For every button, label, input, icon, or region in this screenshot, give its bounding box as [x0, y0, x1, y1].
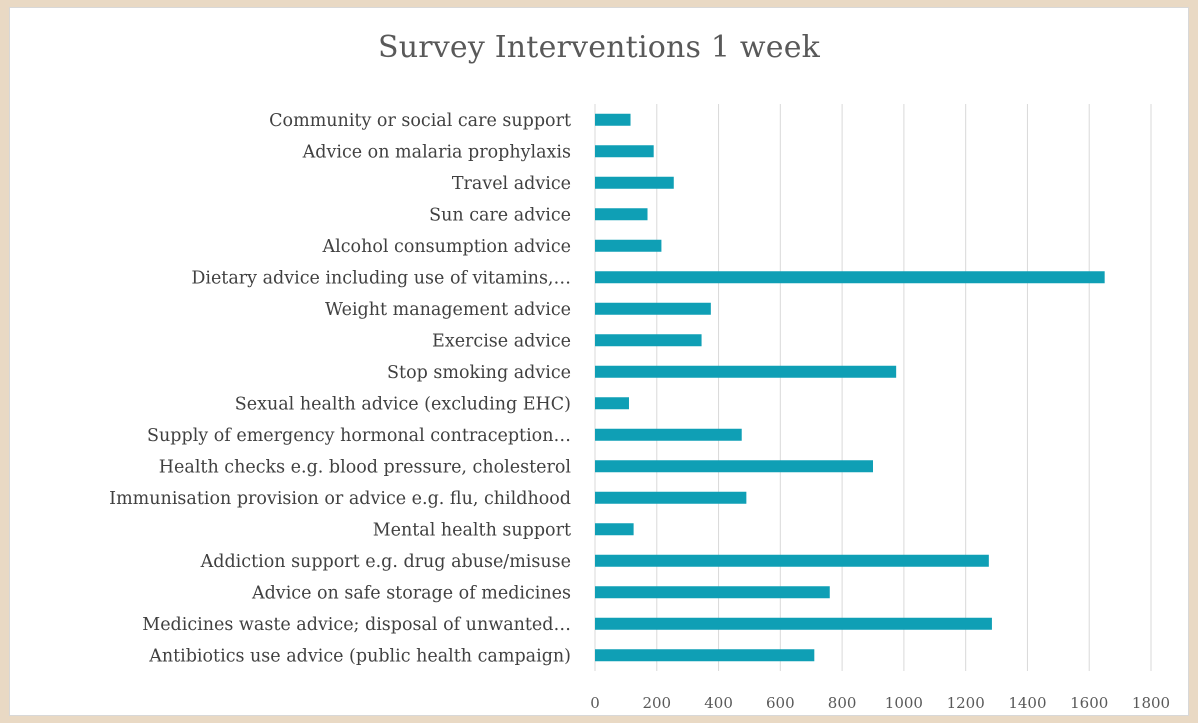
bars: [595, 113, 1105, 662]
bar: [595, 208, 648, 221]
category-label: Medicines waste advice; disposal of unwa…: [142, 615, 571, 635]
bar: [595, 271, 1105, 284]
bar: [595, 239, 662, 252]
category-label: Exercise advice: [432, 331, 571, 351]
bar: [595, 302, 711, 315]
category-label: Addiction support e.g. drug abuse/misuse: [200, 552, 571, 572]
x-tick-label: 400: [704, 694, 733, 712]
category-label: Supply of emergency hormonal contracepti…: [147, 426, 571, 446]
grid-lines: [594, 104, 1152, 671]
category-label: Immunisation provision or advice e.g. fl…: [109, 489, 571, 509]
category-label: Sexual health advice (excluding EHC): [235, 394, 571, 414]
bar: [595, 617, 992, 630]
bar: [595, 428, 742, 441]
x-tick-label: 600: [766, 694, 795, 712]
category-label: Travel advice: [452, 174, 571, 194]
x-tick-label: 1000: [885, 694, 923, 712]
x-tick-label: 1200: [947, 694, 985, 712]
bar: [595, 491, 747, 504]
category-label: Advice on safe storage of medicines: [251, 583, 571, 603]
x-tick-label: 1800: [1132, 694, 1170, 712]
x-tick-labels: 0 200 400 600 800 1000 1200 1400 1600 1800: [590, 694, 1170, 712]
chart-card: Survey Interventions 1 week Community or…: [10, 8, 1188, 715]
x-tick-label: 1600: [1070, 694, 1108, 712]
category-labels: Community or social care support Advice o…: [109, 111, 571, 667]
category-label: Mental health support: [373, 520, 571, 540]
chart-title: Survey Interventions 1 week: [377, 30, 821, 65]
category-label: Sun care advice: [429, 205, 571, 225]
bar: [595, 334, 702, 347]
bar: [595, 554, 989, 567]
x-tick-label: 800: [828, 694, 857, 712]
bar: [595, 460, 873, 473]
bar: [595, 365, 897, 378]
bar: [595, 523, 634, 536]
category-label: Advice on malaria prophylaxis: [302, 142, 571, 162]
bar: [595, 176, 674, 189]
category-label: Health checks e.g. blood pressure, chole…: [159, 457, 572, 477]
category-label: Antibiotics use advice (public health ca…: [148, 646, 571, 666]
x-tick-label: 1400: [1008, 694, 1046, 712]
category-label: Community or social care support: [269, 111, 571, 131]
bar-chart: Community or social care support Advice o…: [109, 104, 1170, 712]
category-label: Alcohol consumption advice: [322, 237, 571, 257]
x-tick-label: 200: [642, 694, 671, 712]
bar: [595, 113, 631, 126]
bar: [595, 586, 830, 599]
category-label: Stop smoking advice: [387, 363, 571, 383]
category-label: Weight management advice: [325, 300, 571, 320]
bar: [595, 649, 815, 662]
bar: [595, 145, 654, 158]
x-tick-label: 0: [590, 694, 600, 712]
category-label: Dietary advice including use of vitamins…: [191, 268, 571, 288]
bar: [595, 397, 629, 410]
